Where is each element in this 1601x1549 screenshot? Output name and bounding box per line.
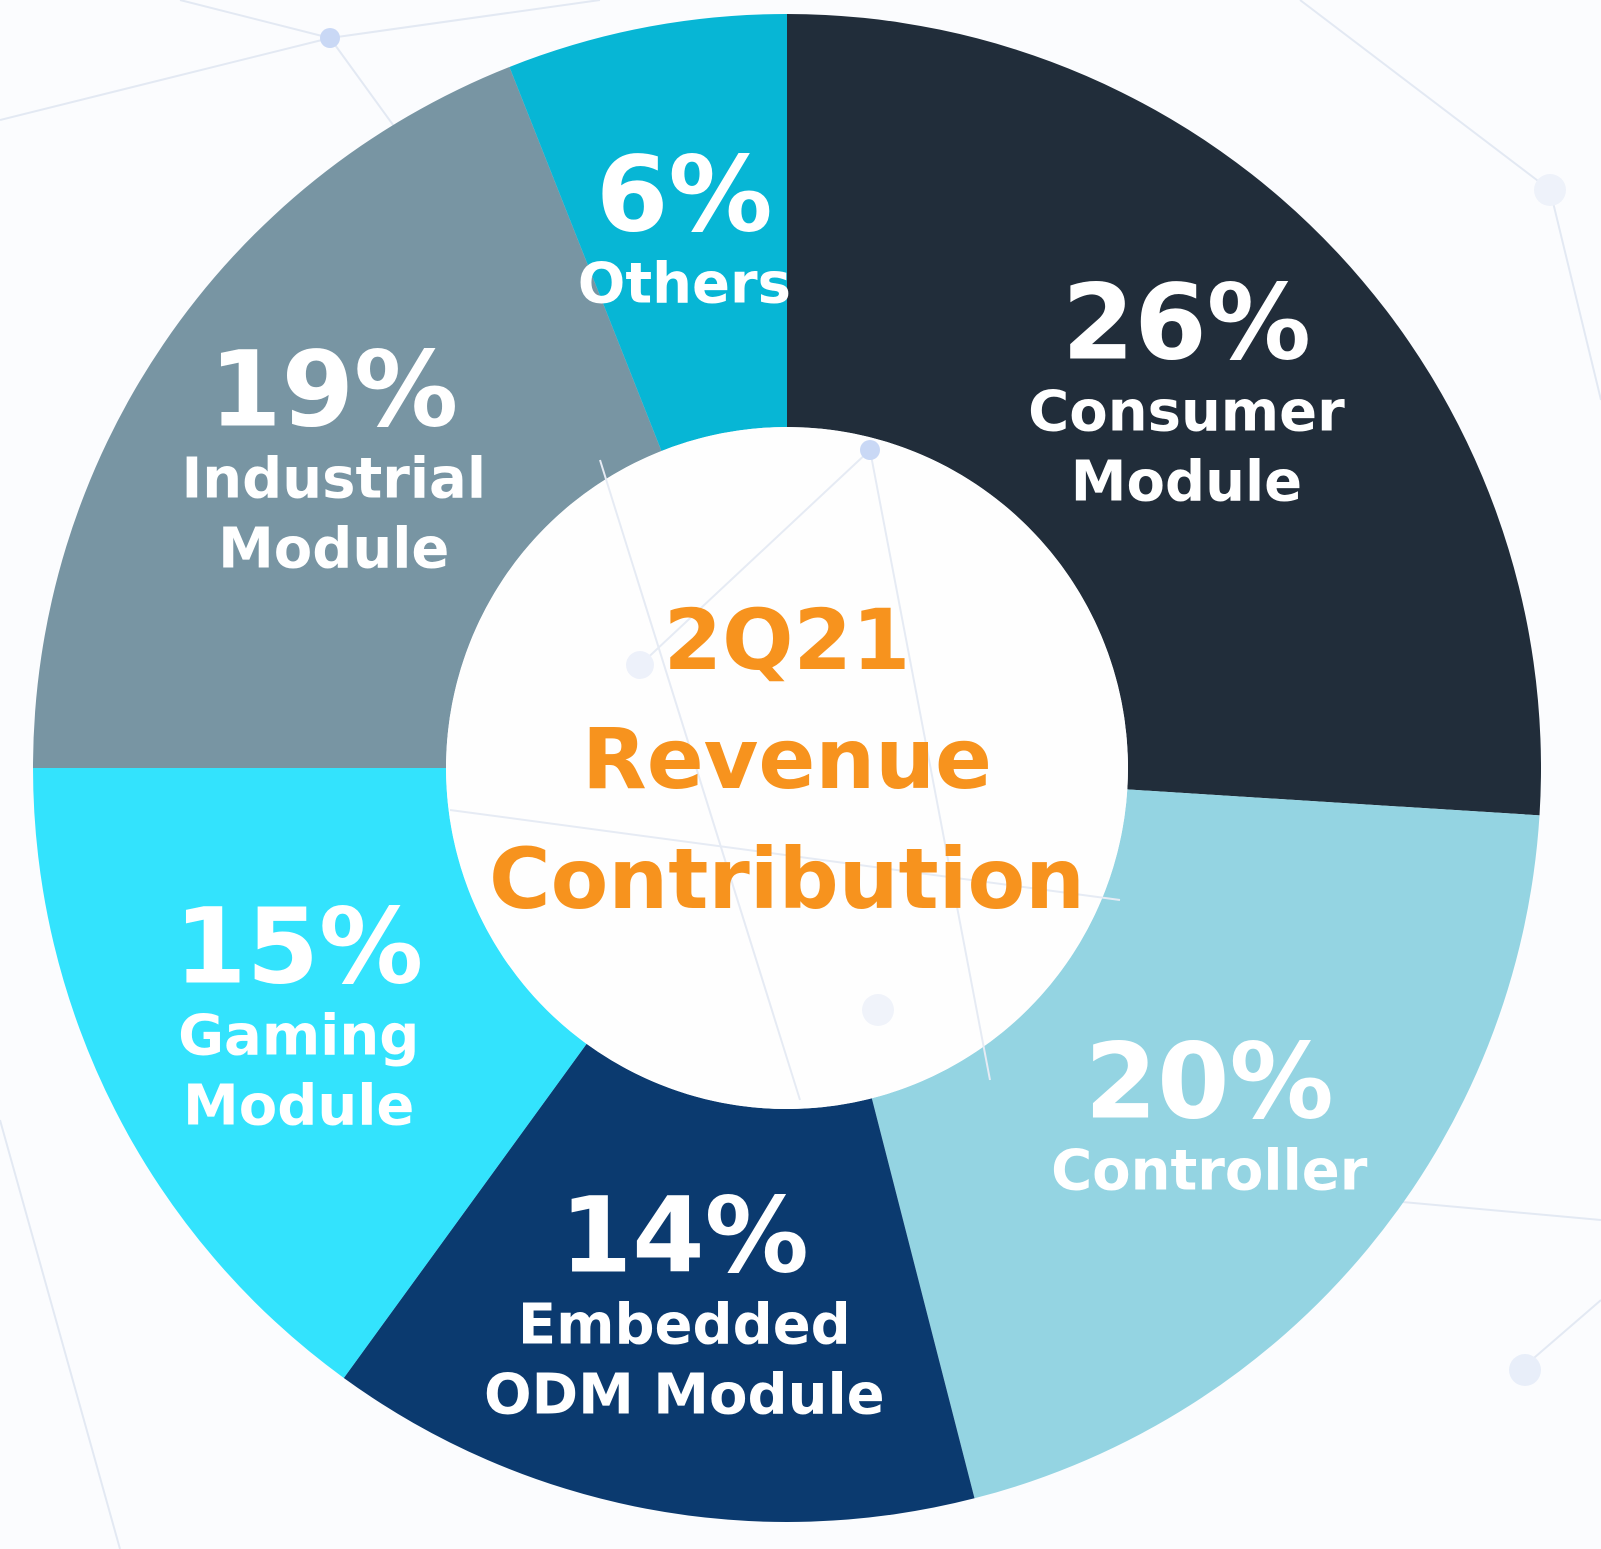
category-label: Consumer Module <box>1028 379 1345 515</box>
category-label: Others <box>577 251 791 317</box>
category-label: Industrial Module <box>181 446 487 582</box>
donut-hole <box>446 427 1128 1109</box>
slices <box>33 14 1541 1522</box>
percent-label: 20% <box>1084 1020 1334 1143</box>
slice <box>33 66 662 768</box>
center-title: 2Q21 Revenue Contribution <box>489 591 1085 928</box>
slice <box>343 1043 975 1522</box>
slice <box>509 14 787 451</box>
slice-label: 6% Others <box>577 133 791 319</box>
slice-label: 14% Embedded ODM Module <box>483 1174 885 1431</box>
hole-network <box>449 440 1121 1101</box>
category-label: Controller <box>1051 1138 1368 1204</box>
slice <box>787 14 1541 816</box>
slice-label: 26% Consumer Module <box>1028 268 1345 517</box>
slice-label: 19% Industrial Module <box>181 335 486 584</box>
percent-label: 19% <box>209 328 459 451</box>
slice-label: 20% Controller <box>1051 1020 1368 1207</box>
slice <box>871 789 1540 1499</box>
percent-label: 6% <box>596 133 773 256</box>
category-label: Gaming Module <box>178 1003 420 1139</box>
percent-label: 26% <box>1062 261 1311 384</box>
slice-label: 15% Gaming Module <box>174 885 424 1141</box>
percent-label: 15% <box>174 885 424 1008</box>
category-label: Embedded ODM Module <box>483 1292 885 1428</box>
slice <box>33 768 587 1378</box>
percent-label: 14% <box>559 1174 809 1297</box>
